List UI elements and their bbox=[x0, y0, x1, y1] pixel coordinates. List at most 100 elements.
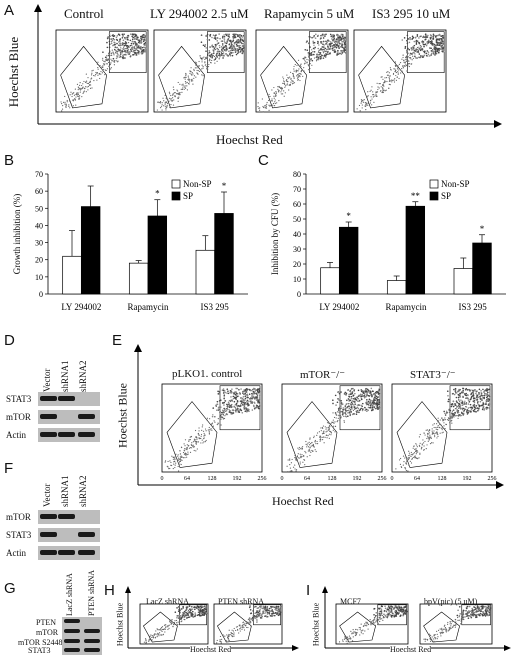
panel-i-title-mcf7: MCF7 bbox=[340, 597, 361, 606]
flow-tick-label: 256 bbox=[378, 476, 387, 482]
flow-tick-label: 128 bbox=[328, 476, 337, 482]
y-tick-label: 40 bbox=[35, 221, 43, 230]
legend-label: Non-SP bbox=[441, 179, 470, 189]
significance-mark: ** bbox=[411, 191, 421, 201]
panel-label-d: D bbox=[4, 332, 15, 349]
y-tick-label: 50 bbox=[293, 215, 301, 224]
flow-tick-label: 64 bbox=[414, 476, 420, 482]
panel-i-xlabel: Hoechst Red bbox=[390, 645, 432, 654]
category-label: LY 294002 bbox=[61, 302, 101, 312]
blot-f-row-stat3: STAT3 bbox=[6, 530, 32, 540]
y-tick-label: 30 bbox=[35, 239, 43, 248]
flow-plot-e-3: 0 64 128 192 256 bbox=[391, 383, 497, 482]
chart-b: 0 10 20 30 40 50 60 70 Growth inhibition (%) LY 2… bbox=[12, 170, 248, 312]
flow-tick-label: 256 bbox=[488, 476, 497, 482]
blot-g-row-extra: STAT3 bbox=[28, 646, 51, 655]
flow-plot-a-3 bbox=[255, 29, 349, 113]
significance-mark: * bbox=[155, 189, 160, 199]
blot-f-row-actin: Actin bbox=[6, 548, 26, 558]
blot-d-row-mtor: mTOR bbox=[6, 412, 31, 422]
panel-label-g: G bbox=[4, 580, 16, 597]
panel-a-title-control: Control bbox=[64, 6, 104, 21]
flow-plot-i-1 bbox=[335, 603, 409, 645]
legend-label: SP bbox=[183, 191, 193, 201]
y-tick-label: 20 bbox=[293, 260, 301, 269]
panel-h-xlabel: Hoechst Red bbox=[190, 645, 232, 654]
panel-i-ylabel: Hoechst Blue bbox=[311, 602, 321, 647]
panel-a-title-is3: IS3 295 10 uM bbox=[372, 6, 451, 21]
legend-label: SP bbox=[441, 191, 451, 201]
y-tick-label: 20 bbox=[35, 256, 43, 265]
flow-tick-label: 64 bbox=[304, 476, 310, 482]
flow-tick-label: 128 bbox=[208, 476, 217, 482]
panel-label-e: E bbox=[112, 332, 123, 349]
flow-plot-a-4 bbox=[353, 29, 447, 113]
category-label: IS3 295 bbox=[201, 302, 230, 312]
flow-tick-label: 64 bbox=[184, 476, 190, 482]
significance-mark: * bbox=[480, 224, 485, 234]
y-tick-label: 80 bbox=[293, 170, 301, 179]
legend-swatch bbox=[429, 191, 439, 201]
flow-tick-label: 0 bbox=[391, 476, 394, 482]
y-tick-label: 30 bbox=[293, 245, 301, 254]
y-tick-label: 60 bbox=[293, 200, 301, 209]
blot-f-row-mtor: mTOR bbox=[6, 512, 31, 522]
flow-tick-label: 192 bbox=[233, 476, 242, 482]
y-tick-label: 50 bbox=[35, 204, 43, 213]
y-axis-label: Growth inhibition (%) bbox=[12, 194, 22, 275]
legend-swatch bbox=[171, 191, 181, 201]
category-label: IS3 295 bbox=[459, 302, 488, 312]
panel-a-title-rapamycin: Rapamycin 5 uM bbox=[264, 6, 355, 21]
panel-h-title-lacz: LacZ shRNA bbox=[146, 597, 189, 606]
blot-g-row-mtor-s2448: mTOR S2448 bbox=[18, 638, 63, 647]
panel-label-f: F bbox=[4, 460, 14, 477]
flow-tick-label: 0 bbox=[281, 476, 284, 482]
y-tick-label: 70 bbox=[35, 170, 43, 179]
legend-swatch bbox=[429, 179, 439, 189]
flow-plot-a-1 bbox=[55, 29, 149, 113]
panel-label-a: A bbox=[4, 2, 15, 19]
blot-g-row-pten: PTEN bbox=[36, 618, 56, 627]
y-tick-label: 0 bbox=[39, 290, 43, 299]
blot-d-row-stat3: STAT3 bbox=[6, 394, 32, 404]
y-tick-label: 10 bbox=[35, 273, 43, 282]
panel-label-h: H bbox=[104, 582, 115, 599]
category-label: LY 294002 bbox=[319, 302, 359, 312]
panel-a-flow-plots bbox=[34, 4, 502, 128]
category-label: Rapamycin bbox=[128, 302, 169, 312]
category-label: Rapamycin bbox=[386, 302, 427, 312]
blot-g-row-mtor: mTOR bbox=[36, 628, 59, 637]
chart-c: 0 10 20 30 40 50 60 70 80 Inhibition by CFU (%) LY… bbox=[270, 170, 506, 312]
blot-d-row-actin: Actin bbox=[6, 430, 26, 440]
bar-sp-3 bbox=[214, 213, 234, 295]
y-tick-label: 40 bbox=[293, 230, 301, 239]
legend-label: Non-SP bbox=[183, 179, 212, 189]
y-tick-label: 10 bbox=[293, 275, 301, 284]
panel-label-b: B bbox=[4, 152, 15, 169]
flow-tick-label: 256 bbox=[258, 476, 267, 482]
panel-e-title-plko1: pLKO1. control bbox=[172, 368, 243, 380]
flow-plot-e-1: 0 64 128 192 256 bbox=[161, 383, 267, 482]
flow-plot-h-1 bbox=[139, 603, 209, 645]
y-tick-label: 60 bbox=[35, 187, 43, 196]
significance-mark: * bbox=[346, 211, 351, 221]
panel-label-i: I bbox=[306, 582, 311, 599]
significance-mark: * bbox=[222, 181, 227, 191]
flow-plot-i-2 bbox=[419, 603, 493, 645]
y-tick-label: 0 bbox=[297, 290, 301, 299]
flow-plot-e-2: 0 64 128 192 256 bbox=[281, 383, 387, 482]
panel-e-title-mtor: mTOR⁻/⁻ bbox=[300, 369, 346, 381]
panel-a-title-ly: LY 294002 2.5 uM bbox=[150, 6, 249, 21]
flow-tick-label: 192 bbox=[353, 476, 362, 482]
flow-tick-label: 192 bbox=[463, 476, 472, 482]
flow-plot-h-2 bbox=[213, 603, 283, 645]
panel-a-xlabel: Hoechst Red bbox=[216, 132, 283, 147]
y-axis-label: Inhibition by CFU (%) bbox=[270, 193, 280, 275]
panel-e-title-stat3: STAT3⁻/⁻ bbox=[410, 369, 456, 381]
flow-tick-label: 0 bbox=[161, 476, 164, 482]
y-tick-label: 70 bbox=[293, 185, 301, 194]
panel-e-xlabel: Hoechst Red bbox=[272, 494, 334, 508]
panel-h-title-pten: PTEN shRNA bbox=[218, 597, 265, 606]
panel-i-title-bpv: bpV(pic) (5 uM) bbox=[424, 597, 478, 606]
